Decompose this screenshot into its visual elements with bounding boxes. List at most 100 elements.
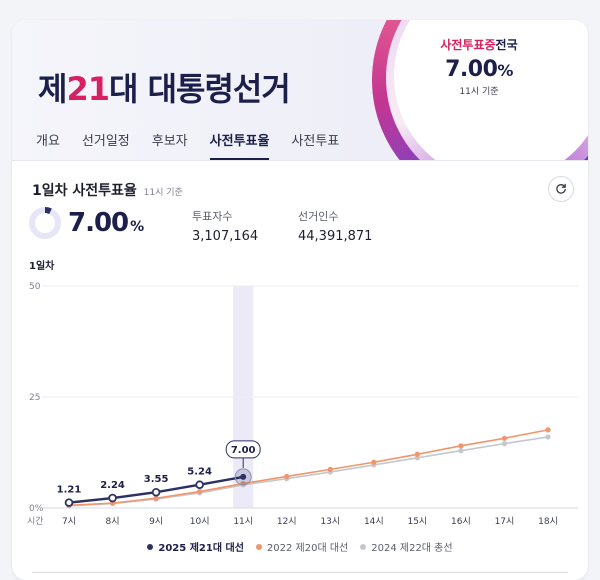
status-badge: 사전투표중전국 7.00% 11시 기준 xyxy=(404,36,554,97)
data-point xyxy=(284,476,290,482)
tab-candidates[interactable]: 후보자 xyxy=(151,134,188,149)
legend-label-2025: 2025 제21대 대선 xyxy=(158,543,244,554)
y-axis-label: 1일차 xyxy=(29,259,55,272)
series-line xyxy=(68,429,549,507)
donut-track xyxy=(29,207,61,239)
legend-dot-2025 xyxy=(147,543,154,550)
data-point xyxy=(66,502,72,508)
data-point xyxy=(197,490,203,496)
turnout-unit: % xyxy=(130,219,145,235)
section-title: 1일차 사전투표율 11시 기준 xyxy=(32,180,183,200)
legend-item-2025[interactable]: 2025 제21대 대선 xyxy=(147,539,244,554)
voters-label: 투표자수 xyxy=(192,210,233,223)
badge-value: 7.00% xyxy=(404,57,554,82)
legend-label-2024: 2024 제22대 총선 xyxy=(371,543,453,554)
refresh-icon xyxy=(556,183,566,194)
data-label: 2.24 xyxy=(100,480,125,491)
badge-value-unit: % xyxy=(497,61,513,80)
data-label: 7.00 xyxy=(231,445,256,456)
y-tick-label: 50 xyxy=(29,282,41,292)
data-point xyxy=(414,451,420,457)
series-line xyxy=(67,475,245,504)
legend-dot-2022 xyxy=(255,543,262,550)
turnout-number: 7.00 xyxy=(68,208,129,238)
data-point xyxy=(414,455,420,461)
data-label: 3.55 xyxy=(144,474,169,485)
data-point xyxy=(153,495,159,501)
data-point-halo xyxy=(234,468,252,486)
legend-item-2024[interactable]: 2024 제22대 총선 xyxy=(360,539,453,554)
badge-value-number: 7.00 xyxy=(445,57,498,82)
bottom-divider xyxy=(32,572,568,573)
x-tick-label: 14시 xyxy=(364,516,384,527)
data-point xyxy=(109,500,116,506)
badge-time: 11시 기준 xyxy=(459,87,499,97)
legend-label-2022: 2022 제20대 대선 xyxy=(266,543,349,554)
data-point xyxy=(458,448,464,454)
data-point xyxy=(284,473,290,480)
page-title: 제21대 대통령선거 xyxy=(38,64,291,110)
x-tick-label: 17시 xyxy=(495,516,515,527)
title-number: 21 xyxy=(66,70,110,108)
electors-value: 44,391,871 xyxy=(298,229,373,244)
donut-fill xyxy=(29,207,61,239)
electors-stat: 선거인수 44,391,871 xyxy=(298,208,372,244)
data-point xyxy=(153,496,159,502)
x-tick-label: 10시 xyxy=(190,516,210,527)
swirl-graphic xyxy=(372,20,588,160)
election-card: 제21대 대통령선거 사전투표중전국 7.00% 11시 기준 개요 선거일정 … xyxy=(12,20,588,580)
chart-legend: 2025 제21대 대선 2022 제20대 대선 2024 제22대 총선 xyxy=(12,539,588,554)
x-tick-label: 11시 xyxy=(233,516,253,527)
tab-early-voting[interactable]: 사전투표 xyxy=(291,134,340,149)
x-tick-label: 9시 xyxy=(149,516,163,527)
badge-label-status: 사전투표중 xyxy=(440,38,496,52)
tab-schedule[interactable]: 선거일정 xyxy=(81,134,130,149)
tab-bar: 개요 선거일정 후보자 사전투표율 사전투표 xyxy=(36,128,361,160)
data-point xyxy=(371,459,377,465)
title-prefix: 제 xyxy=(38,70,67,108)
x-tick-label: 8시 xyxy=(106,516,120,527)
data-point xyxy=(545,427,551,433)
data-label: 5.24 xyxy=(187,467,212,478)
data-point xyxy=(64,498,74,507)
data-point xyxy=(195,480,204,490)
data-point xyxy=(240,480,246,487)
x-tick-label: 15시 xyxy=(407,516,427,527)
tab-early-turnout[interactable]: 사전투표율 xyxy=(209,128,270,160)
x-tick-label: 13시 xyxy=(320,516,340,527)
data-point xyxy=(108,493,117,503)
electors-label: 선거인수 xyxy=(298,210,339,223)
x-tick-label: 7시 xyxy=(62,516,76,527)
title-suffix: 대 대통령선거 xyxy=(108,70,291,108)
section-title-text: 1일차 사전투표율 xyxy=(32,183,137,199)
data-label: 1.21 xyxy=(57,485,82,496)
series-line xyxy=(68,436,549,507)
data-point xyxy=(371,462,377,468)
data-point xyxy=(240,482,246,488)
header-divider xyxy=(12,160,588,161)
section-time: 11시 기준 xyxy=(143,188,183,198)
x-tick-label: 18시 xyxy=(538,516,558,527)
data-label-bubble xyxy=(225,440,261,459)
voters-stat: 투표자수 3,107,164 xyxy=(192,208,258,244)
y-tick-label: 0% xyxy=(29,504,44,514)
data-point xyxy=(240,473,247,480)
data-point xyxy=(327,466,333,472)
data-point xyxy=(151,487,161,497)
header-banner: 제21대 대통령선거 사전투표중전국 7.00% 11시 기준 개요 선거일정 … xyxy=(12,20,588,160)
legend-item-2022[interactable]: 2022 제20대 대선 xyxy=(255,539,349,554)
refresh-button[interactable] xyxy=(548,176,574,202)
data-point xyxy=(109,500,116,507)
turnout-value: 7.00% xyxy=(68,208,144,238)
highlight-band xyxy=(233,286,254,508)
x-axis-label: 시간 xyxy=(27,516,44,527)
tab-overview[interactable]: 개요 xyxy=(36,134,60,149)
data-point xyxy=(501,441,508,447)
data-point xyxy=(458,443,464,449)
legend-dot-2024 xyxy=(360,543,367,550)
x-tick-label: 12시 xyxy=(277,516,297,527)
y-tick-label: 25 xyxy=(29,393,40,403)
data-point xyxy=(327,469,333,475)
badge-label-region: 전국 xyxy=(495,38,518,52)
data-point xyxy=(501,435,508,441)
